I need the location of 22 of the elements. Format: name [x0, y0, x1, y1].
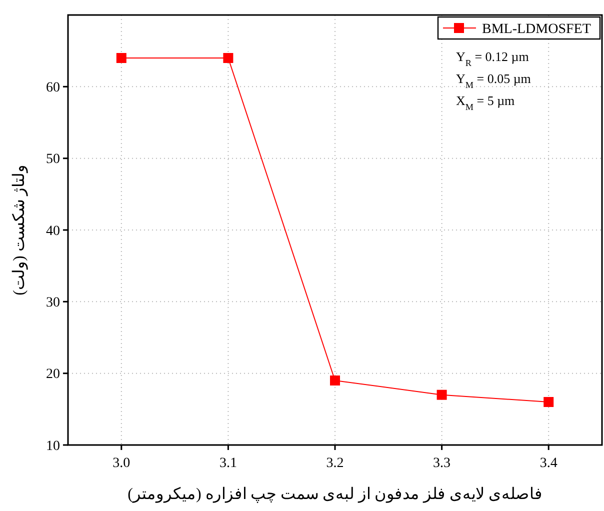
y-tick-label: 60 [46, 80, 60, 96]
annotation: X$_{M}$ = 5 µm [456, 93, 515, 112]
x-tick-label: 3.1 [219, 456, 237, 471]
point [544, 397, 554, 407]
point [330, 376, 340, 386]
y-tick-label: 40 [46, 224, 60, 239]
y-tick-label: 50 [46, 152, 60, 168]
legend-label: BML-LDMOSFET [482, 22, 592, 37]
x-tick-label: 3.4 [540, 456, 558, 471]
point [436, 390, 447, 400]
y-tick-label: 20 [46, 367, 60, 382]
point [116, 53, 126, 63]
x-tick-label: 3.3 [433, 456, 451, 471]
x-tick-label: 3.2 [326, 456, 344, 471]
y-axis-title: ولتاژ شکست (ولت) [11, 164, 28, 296]
point [223, 53, 234, 63]
y-tick-label: 10 [46, 438, 60, 454]
y-tick-label: 30 [46, 296, 60, 311]
x-axis-title: فاصله‌ی لایه‌ی فلز مدفون از لبه‌ی سمت چپ افزاره (میکرومتر) [128, 486, 542, 503]
annotation: Y$_{R}$ = 0.12 µm [456, 49, 529, 68]
x-tick-label: 3.0 [112, 456, 130, 471]
annotation: Y$_{M}$ = 0.05 µm [456, 71, 531, 90]
